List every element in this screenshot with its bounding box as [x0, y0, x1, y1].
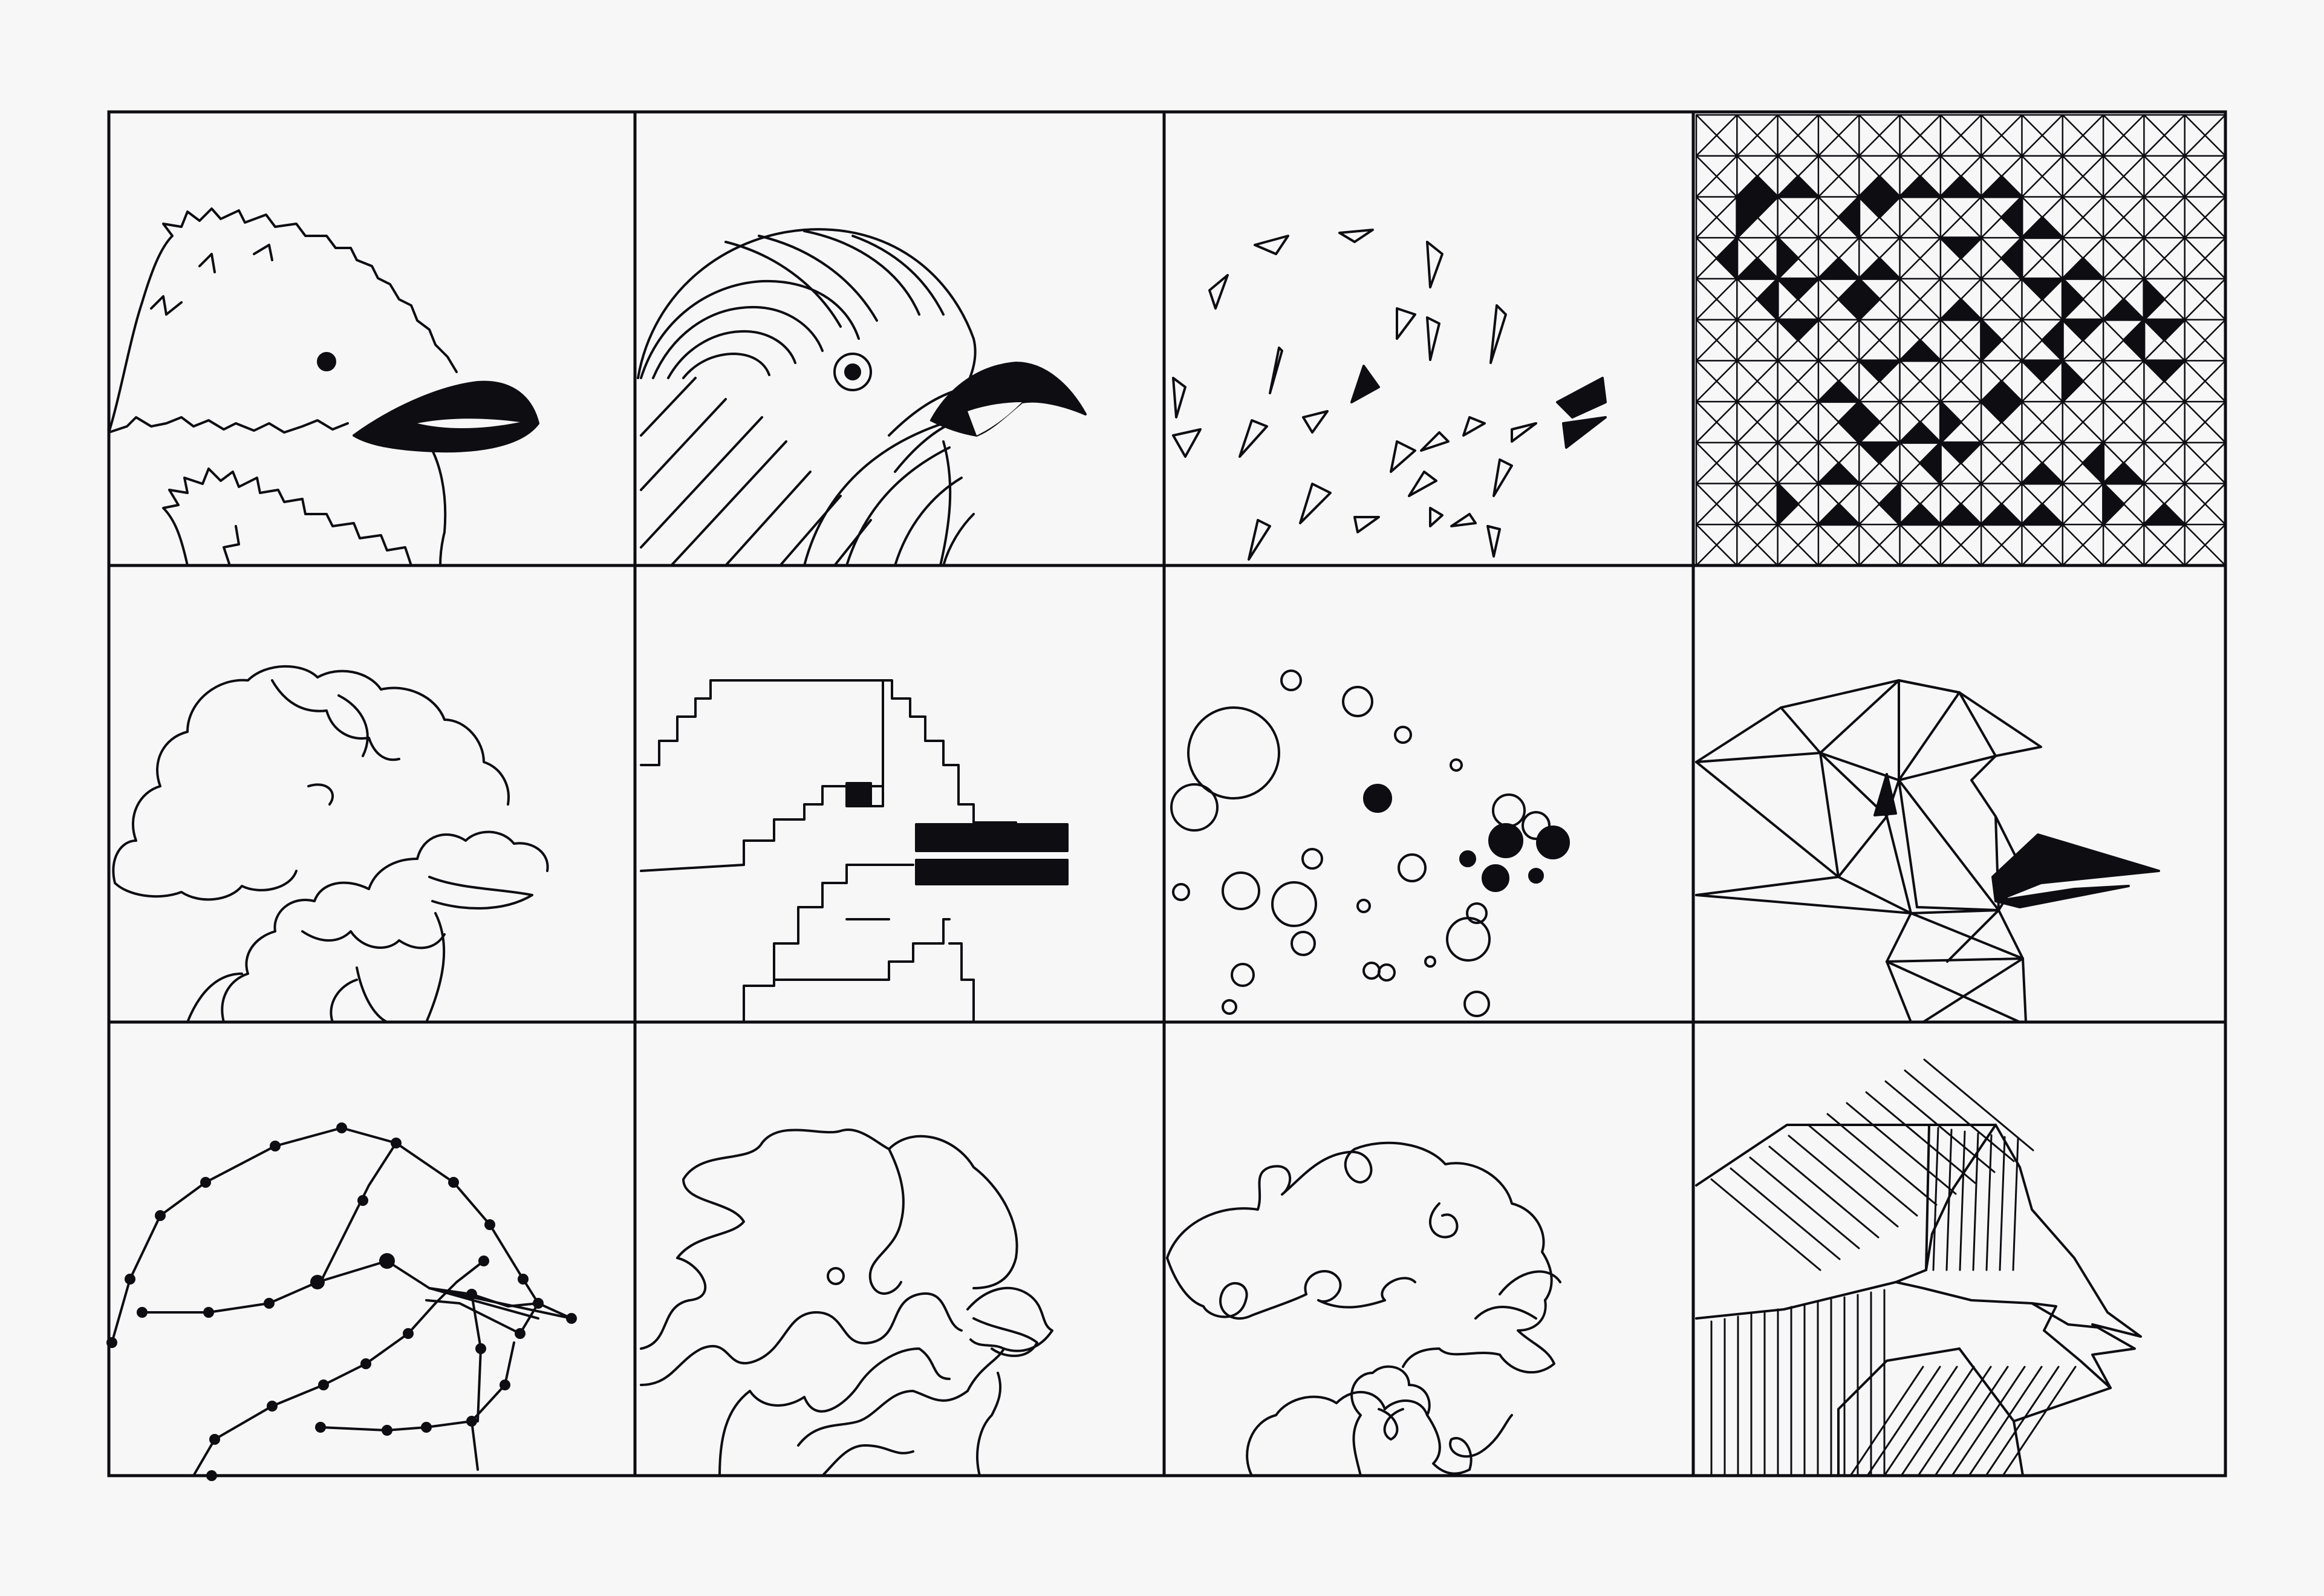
grid-filled-triangle — [2082, 441, 2105, 485]
grid-filled-triangle — [1817, 257, 1861, 280]
grid-filled-triangle — [2143, 277, 2166, 321]
grid-filled-triangle — [2143, 359, 2186, 383]
grid-filled-triangle — [2020, 359, 2064, 383]
loop-bird-panel — [1166, 1141, 1561, 1476]
panel-grid-frame — [107, 110, 2227, 1477]
grid-filled-triangle — [1939, 400, 1962, 444]
grid-filled-triangle — [2020, 277, 2064, 301]
grid-filled-triangle — [1980, 318, 2003, 362]
grid-filled-triangle — [1715, 236, 1739, 280]
grid-filled-triangle — [1776, 318, 1820, 342]
grid-filled-triangle — [2061, 277, 2085, 321]
grid-filled-triangle — [1736, 195, 1779, 219]
grid-filled-triangle — [1898, 339, 1942, 362]
grid-filled-triangle — [2061, 318, 2105, 342]
grid-filled-triangle — [1939, 298, 1983, 321]
grid-filled-triangle — [1980, 400, 2023, 423]
grid-filled-triangle — [2143, 318, 2186, 342]
grid-filled-triangle — [1756, 277, 1779, 321]
grid-filled-triangle — [2102, 461, 2146, 485]
grid-filled-triangle — [1939, 503, 1983, 526]
grid-filled-triangle — [2102, 482, 2125, 526]
grid-filled-triangle — [1858, 257, 1901, 280]
grid-filled-triangle — [1858, 400, 1881, 444]
grid-filled-triangle — [1939, 175, 1983, 198]
grid-filled-triangle — [2143, 503, 2186, 526]
grid-filled-triangle — [2000, 195, 2023, 239]
grid-filled-triangle — [2061, 257, 2105, 280]
vertical-hatching-body — [1710, 1289, 1886, 1476]
grid-filled-triangle — [1939, 236, 1983, 260]
grid-filled-triangle — [2122, 318, 2146, 362]
diagonal-hatching — [1710, 1058, 2034, 1271]
grid-filled-triangle — [2061, 359, 2085, 403]
grid-filled-triangle — [1817, 503, 1861, 526]
circle-bird-panel — [1170, 669, 1570, 1017]
grid-filled-triangle — [1837, 195, 1861, 239]
concentric-arc-bird-panel — [637, 228, 1087, 565]
grid-filled-triangle — [2102, 298, 2146, 321]
hatched-bird-panel — [1695, 1058, 2142, 1476]
diagonal-hatching-breast — [1849, 1366, 2077, 1476]
grid-filled-triangle — [1858, 195, 1901, 219]
grid-filled-triangle — [1858, 277, 1881, 321]
triangle-fragment-bird-panel — [1172, 229, 1607, 561]
fluffy-bird-panel — [109, 207, 539, 565]
grid-filled-triangle — [1776, 277, 1820, 301]
grid-filled-triangle — [1898, 420, 1942, 444]
grid-filled-triangle — [2020, 503, 2064, 526]
grid-filled-triangle — [1980, 175, 2023, 198]
grid-filled-triangle — [2041, 318, 2064, 362]
polygon-bird-panel — [1695, 679, 2160, 1022]
stepped-bird-panel — [640, 679, 1069, 1022]
grid-filled-triangle — [1919, 441, 1942, 485]
grid-filled-triangle — [2000, 236, 2023, 280]
grid-filled-triangle — [1898, 175, 1942, 198]
grid-filled-triangle — [1858, 359, 1901, 383]
grid-filled-triangle — [1898, 503, 1942, 526]
wavy-bird-panel — [640, 1129, 1053, 1476]
grid-filled-triangle — [1776, 482, 1800, 526]
grid-filled-triangle — [1939, 441, 1983, 464]
grid-filled-triangle — [1980, 503, 2023, 526]
grid-filled-triangle — [1736, 257, 1779, 280]
grid-filled-triangle — [1817, 461, 1861, 485]
grid-filled-triangle — [1776, 236, 1800, 280]
cloud-bird-panel — [112, 665, 549, 1022]
grid-filled-triangle — [1776, 175, 1820, 198]
grid-filled-triangle — [2020, 461, 2064, 485]
grid-filled-triangle — [1817, 380, 1861, 403]
grid-filled-triangle — [1858, 441, 1901, 464]
vertical-hatching-head — [1932, 1127, 2019, 1271]
triangle-grid-bird-panel — [1695, 114, 2225, 565]
grid-filled-triangle — [1878, 482, 1901, 526]
grid-filled-triangle — [2020, 216, 2064, 239]
